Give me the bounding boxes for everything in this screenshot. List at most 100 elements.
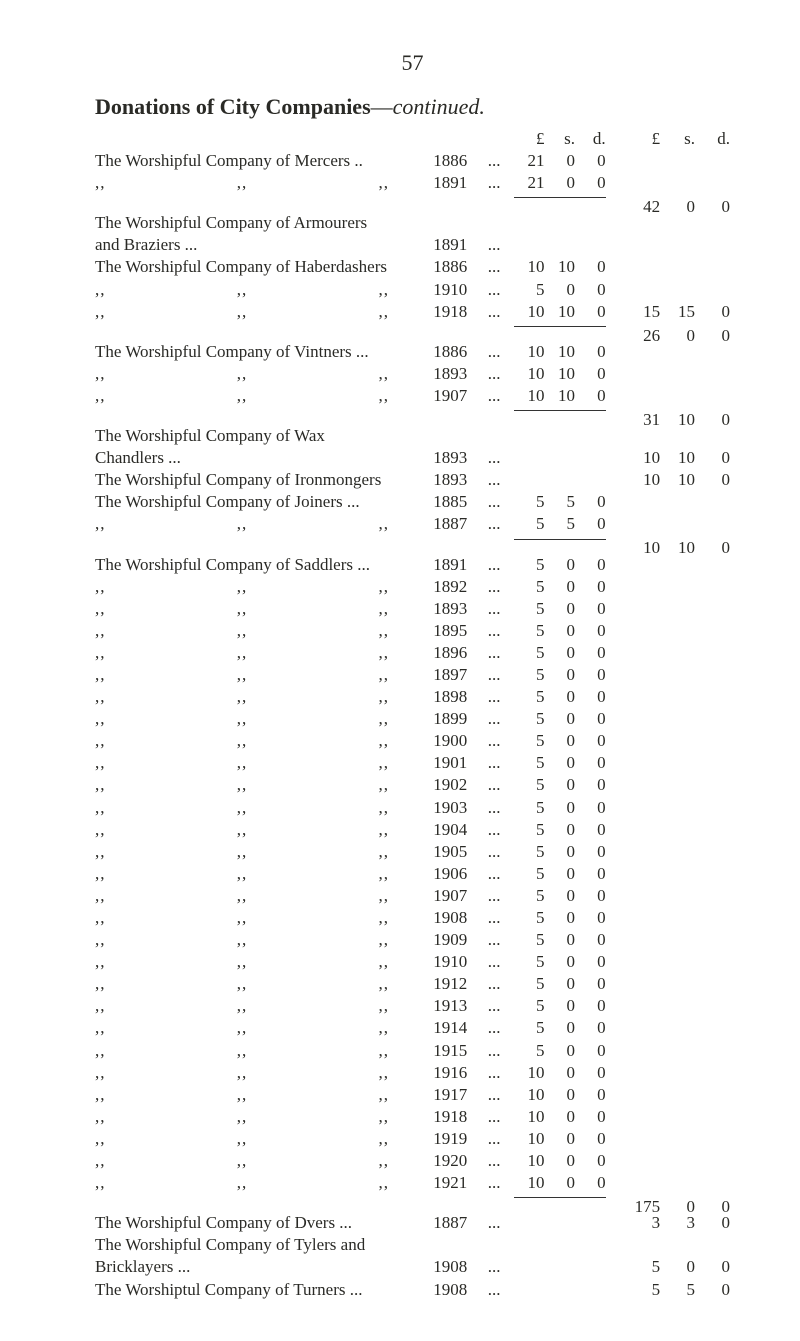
amount-L: 10 bbox=[514, 363, 545, 385]
donor-description: The Worshipful Company of Tylers and bbox=[95, 1234, 433, 1256]
total-d: 0 bbox=[695, 469, 730, 491]
amount-d: 0 bbox=[575, 363, 606, 385]
amount-L: 5 bbox=[514, 995, 545, 1017]
amount-L: 5 bbox=[514, 797, 545, 819]
amount-d: 0 bbox=[575, 774, 606, 796]
amount-d: 0 bbox=[575, 256, 606, 278]
year bbox=[433, 1234, 488, 1256]
amount-L: 5 bbox=[514, 730, 545, 752]
donation-row: ,, ,, ,,1891...2100 bbox=[95, 172, 730, 194]
donation-row: ,, ,, ,,1897...500 bbox=[95, 664, 730, 686]
total-s: 3 bbox=[660, 1212, 695, 1234]
leader-dots: ... bbox=[488, 598, 514, 620]
amount-s: 10 bbox=[544, 341, 575, 363]
group-total-row: 4200 bbox=[95, 198, 730, 212]
donation-row: ,, ,, ,,1914...500 bbox=[95, 1017, 730, 1039]
donation-row: The Worshipful Company of Mercers ..1886… bbox=[95, 150, 730, 172]
amount-L: 5 bbox=[514, 1040, 545, 1062]
amount-L bbox=[514, 212, 545, 234]
amount-d: 0 bbox=[575, 301, 606, 323]
leader-dots: ... bbox=[488, 774, 514, 796]
amount-L: 5 bbox=[514, 863, 545, 885]
donor-description: The Worshipful Company of Joiners ... bbox=[95, 491, 433, 513]
donation-row: ,, ,, ,,1904...500 bbox=[95, 819, 730, 841]
amount-d: 0 bbox=[575, 513, 606, 535]
donation-row: ,, ,, ,,1905...500 bbox=[95, 841, 730, 863]
leader-dots: ... bbox=[488, 819, 514, 841]
amount-d: 0 bbox=[575, 1084, 606, 1106]
leader-dots: ... bbox=[488, 554, 514, 576]
amount-L: 5 bbox=[514, 819, 545, 841]
donation-row: ,, ,, ,,1907...500 bbox=[95, 885, 730, 907]
group-total-d: 0 bbox=[695, 540, 730, 554]
leader-dots: ... bbox=[488, 1212, 514, 1234]
year: 1918 bbox=[433, 1106, 488, 1128]
amount-L: 5 bbox=[514, 491, 545, 513]
ditto-row: ,, ,, ,, bbox=[95, 1084, 433, 1106]
amount-d: 0 bbox=[575, 863, 606, 885]
amount-s: 0 bbox=[544, 686, 575, 708]
ditto-row: ,, ,, ,, bbox=[95, 1040, 433, 1062]
donation-row: The Worshipful Company of Vintners ...18… bbox=[95, 341, 730, 363]
donation-row: ,, ,, ,,1908...500 bbox=[95, 907, 730, 929]
leader-dots: ... bbox=[488, 797, 514, 819]
leader-dots: ... bbox=[488, 150, 514, 172]
year: 1908 bbox=[433, 907, 488, 929]
heading-bold: Donations of City Companies bbox=[95, 94, 371, 119]
amount-d: 0 bbox=[575, 150, 606, 172]
donation-row: ,, ,, ,,1919...1000 bbox=[95, 1128, 730, 1150]
year: 1905 bbox=[433, 841, 488, 863]
leader-dots: ... bbox=[488, 301, 514, 323]
year: 1891 bbox=[433, 234, 488, 256]
donation-row: ,, ,, ,,1907...10100 bbox=[95, 385, 730, 407]
total-s: 5 bbox=[660, 1279, 695, 1301]
ditto-row: ,, ,, ,, bbox=[95, 752, 433, 774]
heading-ital: continued. bbox=[393, 94, 485, 119]
ditto-row: ,, ,, ,, bbox=[95, 363, 433, 385]
donor-description: Bricklayers ... bbox=[95, 1256, 433, 1278]
leader-dots: ... bbox=[488, 929, 514, 951]
leader-dots: ... bbox=[488, 341, 514, 363]
ditto-row: ,, ,, ,, bbox=[95, 1128, 433, 1150]
amount-d bbox=[575, 1234, 606, 1256]
amount-s bbox=[544, 425, 575, 447]
ditto-row: ,, ,, ,, bbox=[95, 1062, 433, 1084]
group-total-d: 0 bbox=[695, 411, 730, 425]
amount-s: 0 bbox=[544, 598, 575, 620]
amount-d: 0 bbox=[575, 1150, 606, 1172]
leader-dots: ... bbox=[488, 1062, 514, 1084]
donation-row: ,, ,, ,,1903...500 bbox=[95, 797, 730, 819]
ditto-row: ,, ,, ,, bbox=[95, 664, 433, 686]
amount-L: 21 bbox=[514, 150, 545, 172]
donor-description: The Worshipful Company of Ironmongers bbox=[95, 469, 433, 491]
total-d: 0 bbox=[695, 1212, 730, 1234]
year: 1895 bbox=[433, 620, 488, 642]
ditto-row: ,, ,, ,, bbox=[95, 576, 433, 598]
amount-L: 10 bbox=[514, 1062, 545, 1084]
amount-s: 0 bbox=[544, 797, 575, 819]
year: 1887 bbox=[433, 1212, 488, 1234]
group-total-d: 0 bbox=[695, 327, 730, 341]
amount-s: 0 bbox=[544, 730, 575, 752]
leader-dots: ... bbox=[488, 172, 514, 194]
amount-L: 5 bbox=[514, 598, 545, 620]
year: 1901 bbox=[433, 752, 488, 774]
donation-row: ,, ,, ,,1921...1000 bbox=[95, 1172, 730, 1194]
year: 1917 bbox=[433, 1084, 488, 1106]
amount-s: 0 bbox=[544, 863, 575, 885]
year: 1886 bbox=[433, 150, 488, 172]
total-d: 0 bbox=[695, 1256, 730, 1278]
ditto-row: ,, ,, ,, bbox=[95, 929, 433, 951]
year: 1899 bbox=[433, 708, 488, 730]
amount-s bbox=[544, 447, 575, 469]
year: 1893 bbox=[433, 469, 488, 491]
amount-s: 0 bbox=[544, 150, 575, 172]
leader-dots: ... bbox=[488, 1106, 514, 1128]
year: 1892 bbox=[433, 576, 488, 598]
ditto-row: ,, ,, ,, bbox=[95, 730, 433, 752]
ditto-row: ,, ,, ,, bbox=[95, 863, 433, 885]
group-total-L: 31 bbox=[625, 411, 660, 425]
amount-L: 5 bbox=[514, 708, 545, 730]
amount-s: 0 bbox=[544, 664, 575, 686]
donation-row: ,, ,, ,,1900...500 bbox=[95, 730, 730, 752]
